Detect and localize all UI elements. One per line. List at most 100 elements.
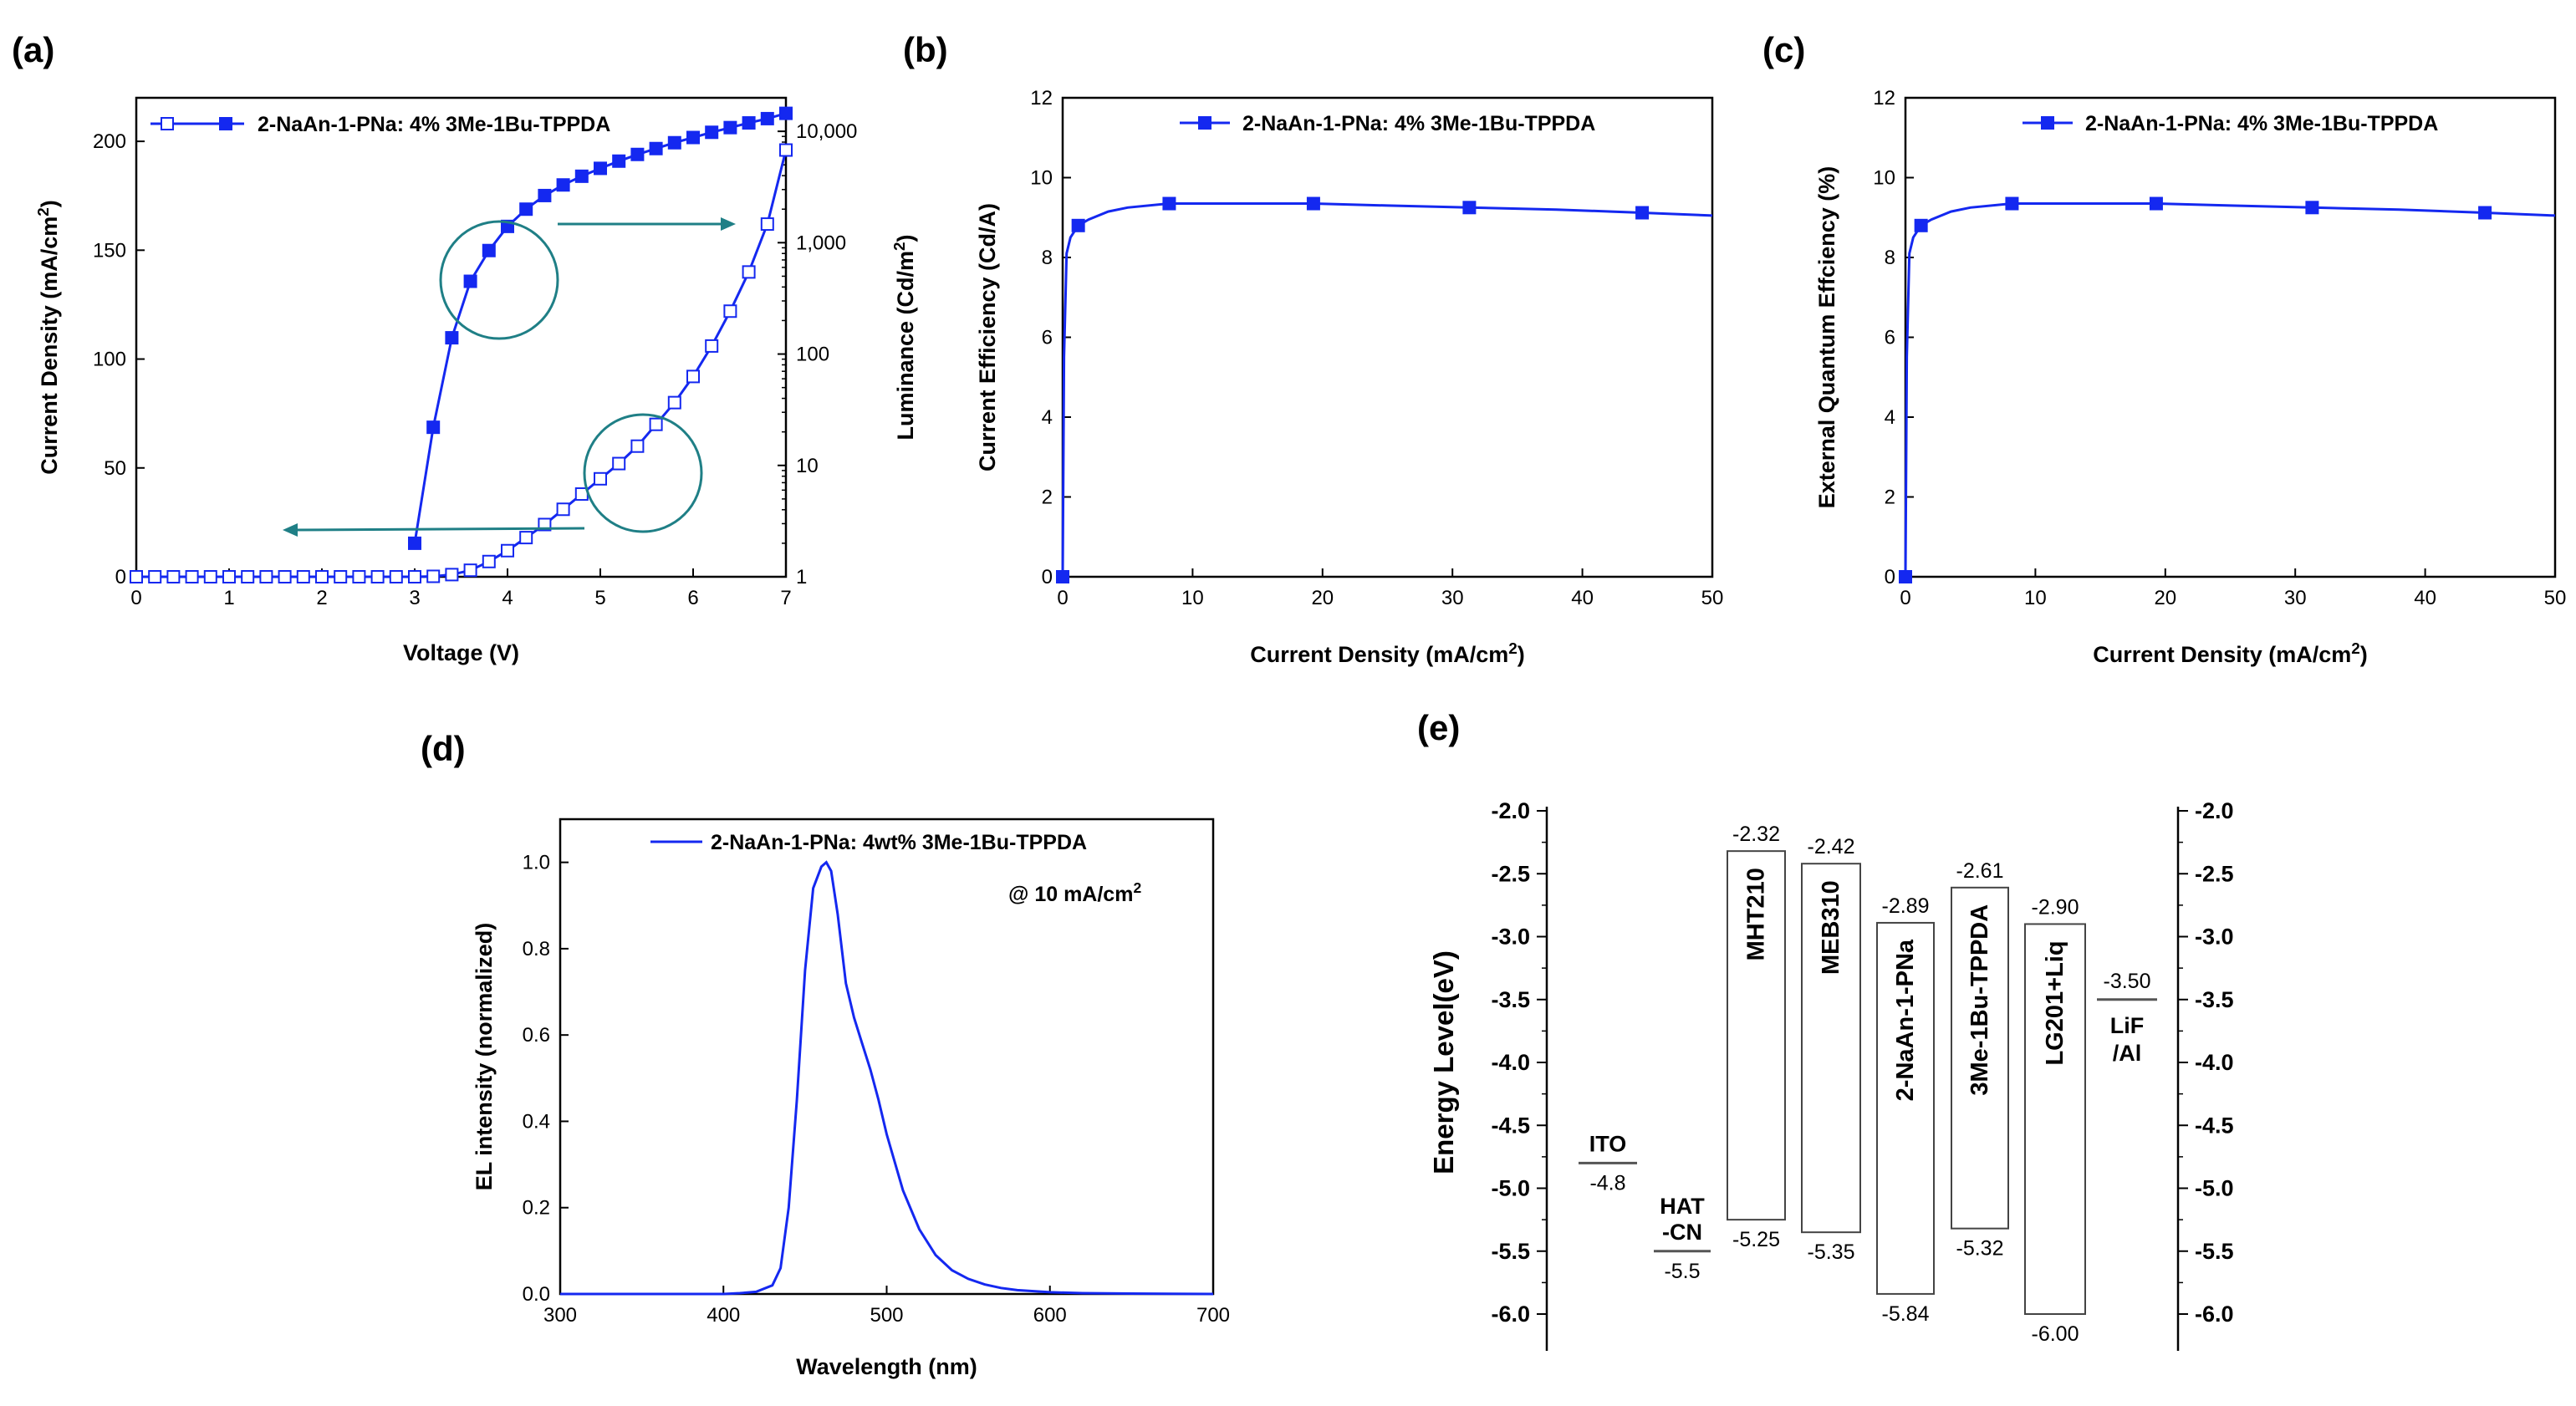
panel-e-right-tick-label: -6.0 [2195,1302,2234,1327]
panel-c-x-tick-label: 40 [2414,587,2436,609]
panel-a-y-tick-label: 200 [93,130,126,153]
panel-c-external-quantum-efficiency: (c) 0 10 20 30 40 50 0 2 4 6 8 10 12 Current Density (… [1762,30,2566,667]
panel-c-y-axis-title: External Quantum Effciency (%) [1814,166,1839,509]
panel-b-panel-label: (b) [903,30,948,69]
panel-e-left-tick-label: -4.0 [1491,1050,1530,1075]
panel-c-x-tick-label: 0 [1900,587,1910,609]
panel-b-y-tick-label: 6 [1042,327,1053,349]
panel-a-x-tick-label: 2 [316,587,327,609]
panel-a-current-density-point [389,570,403,583]
panel-a-current-density-point [334,570,348,583]
panel-a-x-tick-label: 7 [780,587,791,609]
panel-c-y-tick-label: 12 [1873,87,1895,110]
panel-a-y2-axis-title-sup: 2 [891,242,909,251]
panel-e-right-tick-label: -2.0 [2195,798,2234,823]
panel-b-legend-marker [1198,116,1211,130]
panel-d-y-tick-label: 0.8 [523,938,550,960]
panel-c-efficiency-line [1904,202,2556,578]
panel-e-left-tick-label: -2.0 [1491,798,1530,823]
panel-a-luminance-point [742,116,756,130]
panel-b-x-axis-title-end: ) [1518,642,1525,667]
panel-c-y-tick-label: 4 [1885,406,1895,429]
panel-b-efficiency-point [1462,201,1477,215]
panel-b-x-tick-label: 30 [1441,587,1464,609]
panel-a-luminance-point [482,243,496,257]
panel-a-y-tick-label: 50 [104,457,126,480]
panel-a-x-tick-label: 6 [687,587,698,609]
panel-b-x-axis-title-main: Current Density (mA/cm [1250,642,1508,667]
panel-c-x-axis-title-main: Current Density (mA/cm [2093,642,2351,667]
panel-c-panel-label: (c) [1762,30,1805,69]
panel-a-current-density-point [501,543,514,558]
panel-a-legend-filled-marker [219,117,232,130]
panel-d-x-tick-label: 400 [706,1304,740,1327]
panel-a-current-density-point [370,570,385,583]
panel-a-current-circle [583,413,703,533]
panel-e-meb310-name: MEB310 [1818,880,1844,975]
panel-e-mht210-level-box [1727,850,1786,1221]
panel-e-lg201-liq-lumo-value: -2.90 [2032,895,2079,919]
panel-a-current-density-point [686,369,700,384]
panel-a-current-density-point [667,395,681,410]
panel-e-lg201-liq-level-box [2024,923,2086,1315]
panel-a-x-tick-label: 3 [409,587,420,609]
panel-d-legend-text: 2-NaAn-1-PNa: 4wt% 3Me-1Bu-TPPDA [711,831,1087,854]
panel-a-arrow-left-head [283,523,298,537]
panel-a-y-axis-title-end: ) [37,200,62,207]
panel-b-efficiency-point [1071,218,1085,232]
panel-c-y-tick-label: 8 [1885,247,1895,269]
panel-d-y-tick-label: 1.0 [523,852,550,874]
panel-a-luminance-point [723,120,737,135]
panel-a-current-density-line [136,150,788,578]
panel-e-lif-al-name-line: /Al [2113,1041,2142,1066]
panel-a-x-tick-label: 5 [594,587,605,609]
panel-b-legend-text: 2-NaAn-1-PNa: 4% 3Me-1Bu-TPPDA [1242,112,1595,135]
panel-e-hat-cn-name-line: -CN [1662,1220,1702,1245]
panel-b-current-efficiency: (b) 0 10 20 30 40 50 0 2 4 6 8 10 12 Current Density (… [903,30,1723,667]
panel-b-efficiency-line [1061,202,1713,578]
panel-a-current-density-point [556,502,570,517]
panel-c-efficiency-point [1914,218,1928,232]
panel-a-current-density-point [742,265,756,279]
panel-d-x-tick-label: 500 [870,1304,903,1327]
panel-b-y-axis-title: Current Efficiency (Cd/A) [975,203,1000,471]
panel-a-current-density-point [594,471,607,486]
panel-a-y2-tick-label: 100 [796,344,829,366]
panel-c-plot-frame [1904,96,2557,578]
panel-a-current-density-point [630,439,645,453]
panel-b-y-tick-label: 8 [1042,247,1053,269]
panel-e-mht210-lumo-value: -2.32 [1732,823,1780,846]
panel-b-efficiency-point [1162,196,1176,211]
panel-c-legend-text: 2-NaAn-1-PNa: 4% 3Me-1Bu-TPPDA [2085,112,2438,135]
panel-a-current-density-point [203,570,217,583]
panel-a-luminance-point [667,135,681,150]
panel-a-x-tick-label: 0 [130,587,141,609]
panel-c-x-axis-title-sup: 2 [2351,640,2360,658]
panel-e-3me-1bu-tppda-name: 3Me-1Bu-TPPDA [1966,904,1993,1096]
panel-d-el-spectrum-line [560,860,1214,1296]
panel-a-luminance-point [686,130,700,145]
panel-a-y-axis-title-main: Current Density (mA/cm [37,217,62,475]
panel-e-right-tick-label: -5.5 [2195,1239,2234,1264]
panel-e-lif-al-name-line: LiF [2110,1013,2145,1038]
panel-e-2-naan-1-pna-lumo-value: -2.89 [1882,894,1930,918]
panel-e-meb310-level-box [1801,863,1861,1234]
panel-c-x-axis-title: Current Density (mA/cm2) [2093,640,2368,667]
panel-a-x-tick-label: 1 [223,587,234,609]
panel-a-plot-frame [135,96,788,578]
panel-c-efficiency-point [2478,206,2492,220]
panel-e-left-tick-label: -2.5 [1491,861,1530,886]
panel-a-y2-axis-title-end: ) [893,234,918,242]
panel-a-luminance-point [426,420,441,435]
panel-b-x-tick-label: 40 [1571,587,1594,609]
panel-a-legend-open-marker [161,117,174,130]
panel-e-mht210-homo-value: -5.25 [1732,1228,1780,1251]
panel-a-luminance-point [556,178,570,192]
panel-c-y-tick-label: 6 [1885,327,1895,349]
panel-a-current-density-point [148,570,162,583]
panel-a-current-density-point [760,217,774,232]
panel-a-y-axis-title: Current Density (mA/cm2) [35,200,62,475]
panel-b-x-axis-title-sup: 2 [1508,640,1518,658]
panel-a-luminance-point [519,202,533,217]
panel-a-luminance-point [408,536,421,550]
